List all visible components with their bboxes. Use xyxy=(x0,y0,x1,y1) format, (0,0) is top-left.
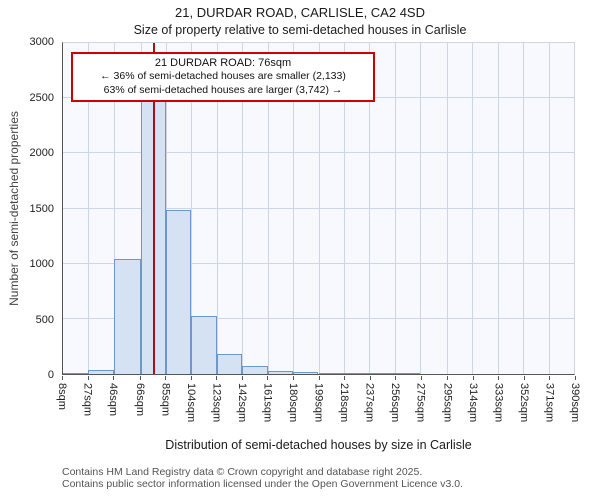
x-tick-mark xyxy=(472,376,474,380)
x-tick-label: 85sqm xyxy=(159,383,172,417)
histogram-bar xyxy=(369,373,395,374)
x-tick-label: 352sqm xyxy=(517,383,530,423)
x-tick-label: 66sqm xyxy=(133,383,146,417)
x-tick-mark xyxy=(216,376,218,380)
x-tick-label: 237sqm xyxy=(363,383,376,423)
histogram-bar xyxy=(267,371,294,374)
x-tick-label: 275sqm xyxy=(414,383,427,423)
gridline-v xyxy=(318,43,320,374)
annotation-larger-line: 63% of semi-detached houses are larger (… xyxy=(103,83,343,96)
gridline-h xyxy=(63,42,574,43)
x-tick-label: 27sqm xyxy=(81,383,94,417)
gridline-v xyxy=(394,43,396,374)
x-tick-labels: 8sqm 27sqm 46sqm 66sqm 85sqm 104sqm 123sqm 142s… xyxy=(56,376,581,438)
footer-attribution: Contains HM Land Registry data © Crown c… xyxy=(62,466,592,490)
gridline-v xyxy=(166,43,167,374)
histogram-bar xyxy=(216,354,243,374)
gridline-v xyxy=(472,43,474,374)
x-tick-mark xyxy=(241,376,243,380)
histogram-bar xyxy=(191,315,217,374)
gridline-v xyxy=(242,43,244,374)
x-tick-mark xyxy=(344,376,346,380)
histogram-bar xyxy=(343,373,370,374)
y-tick-label: 1000 xyxy=(29,258,54,270)
histogram-bar xyxy=(394,373,421,374)
histogram-bar xyxy=(63,373,89,374)
x-tick-mark xyxy=(498,376,500,380)
x-tick-label: 218sqm xyxy=(338,383,351,423)
x-tick-mark xyxy=(447,376,449,380)
gridline-v xyxy=(420,43,422,374)
y-tick-label: 2500 xyxy=(29,91,54,104)
x-tick-label: 314sqm xyxy=(466,383,479,423)
gridline-v xyxy=(343,43,345,374)
x-tick-mark xyxy=(267,376,269,380)
gridline-v xyxy=(548,43,550,374)
x-tick-label: 46sqm xyxy=(107,383,120,417)
x-tick-mark xyxy=(292,376,294,380)
gridline-v xyxy=(267,43,269,374)
x-tick-mark xyxy=(87,376,89,380)
gridline-v xyxy=(293,43,295,374)
x-axis-label: Distribution of semi-detached houses by … xyxy=(165,438,472,452)
gridline-v xyxy=(216,43,218,374)
y-tick-label: 2000 xyxy=(29,147,54,159)
footer-line-1: Contains HM Land Registry data © Crown c… xyxy=(62,466,423,478)
x-tick-mark xyxy=(139,376,141,380)
y-tick-labels: 0 500 1000 1500 2000 2500 3000 xyxy=(18,36,58,381)
x-tick-label: 371sqm xyxy=(543,383,556,423)
x-tick-mark xyxy=(549,376,551,380)
y-tick-label: 0 xyxy=(47,369,54,381)
gridline-v xyxy=(88,43,90,374)
x-tick-label: 256sqm xyxy=(389,383,402,423)
x-tick-label: 333sqm xyxy=(492,383,505,423)
gridline-v xyxy=(113,43,115,374)
histogram-bar xyxy=(88,369,114,374)
x-tick-label: 295sqm xyxy=(441,383,454,423)
gridline-v xyxy=(523,43,525,374)
footer-line-2: Contains public sector information licen… xyxy=(62,477,463,490)
histogram-bar xyxy=(113,259,141,374)
x-tick-mark xyxy=(318,376,320,380)
gridline-v xyxy=(369,43,371,374)
x-tick-label: 123sqm xyxy=(210,383,223,423)
gridline-v xyxy=(497,43,499,374)
x-tick-mark xyxy=(523,376,525,380)
x-tick-label: 390sqm xyxy=(569,383,581,423)
x-tick-label: 142sqm xyxy=(235,383,248,423)
histogram-bar xyxy=(293,372,319,374)
plot-area: 21 DURDAR ROAD: 76sqm ← 36% of semi-deta… xyxy=(62,42,575,375)
annotation-smaller-line: ← 36% of semi-detached houses are smalle… xyxy=(100,70,346,83)
y-tick-label: 3000 xyxy=(29,36,54,48)
x-tick-mark xyxy=(113,376,115,380)
x-tick-mark xyxy=(420,376,422,380)
gridline-v xyxy=(574,43,575,374)
annotation-property-line: 21 DURDAR ROAD: 76sqm xyxy=(154,57,292,69)
y-tick-label: 500 xyxy=(35,313,54,326)
gridline-v xyxy=(191,43,193,374)
property-marker-line xyxy=(152,43,155,374)
histogram-bar xyxy=(166,209,192,374)
x-tick-mark xyxy=(395,376,397,380)
annotation-box: 21 DURDAR ROAD: 76sqm ← 36% of semi-deta… xyxy=(71,52,375,102)
x-tick-label: 104sqm xyxy=(184,383,197,423)
x-tick-label: 161sqm xyxy=(261,383,274,423)
x-tick-label: 180sqm xyxy=(286,383,299,423)
x-tick-label: 8sqm xyxy=(56,383,68,410)
x-tick-label: 199sqm xyxy=(312,383,325,423)
histogram-bar xyxy=(242,365,268,374)
x-tick-mark xyxy=(190,376,192,380)
chart-title: 21, DURDAR ROAD, CARLISLE, CA2 4SD xyxy=(175,5,425,20)
chart-subtitle: Size of property relative to semi-detach… xyxy=(133,23,467,37)
x-tick-mark xyxy=(575,376,576,380)
x-tick-mark xyxy=(369,376,371,380)
histogram-bar xyxy=(318,372,344,374)
y-tick-label: 1500 xyxy=(29,202,54,215)
x-tick-mark xyxy=(165,376,167,380)
x-tick-mark xyxy=(62,376,63,380)
gridline-v xyxy=(446,43,448,374)
